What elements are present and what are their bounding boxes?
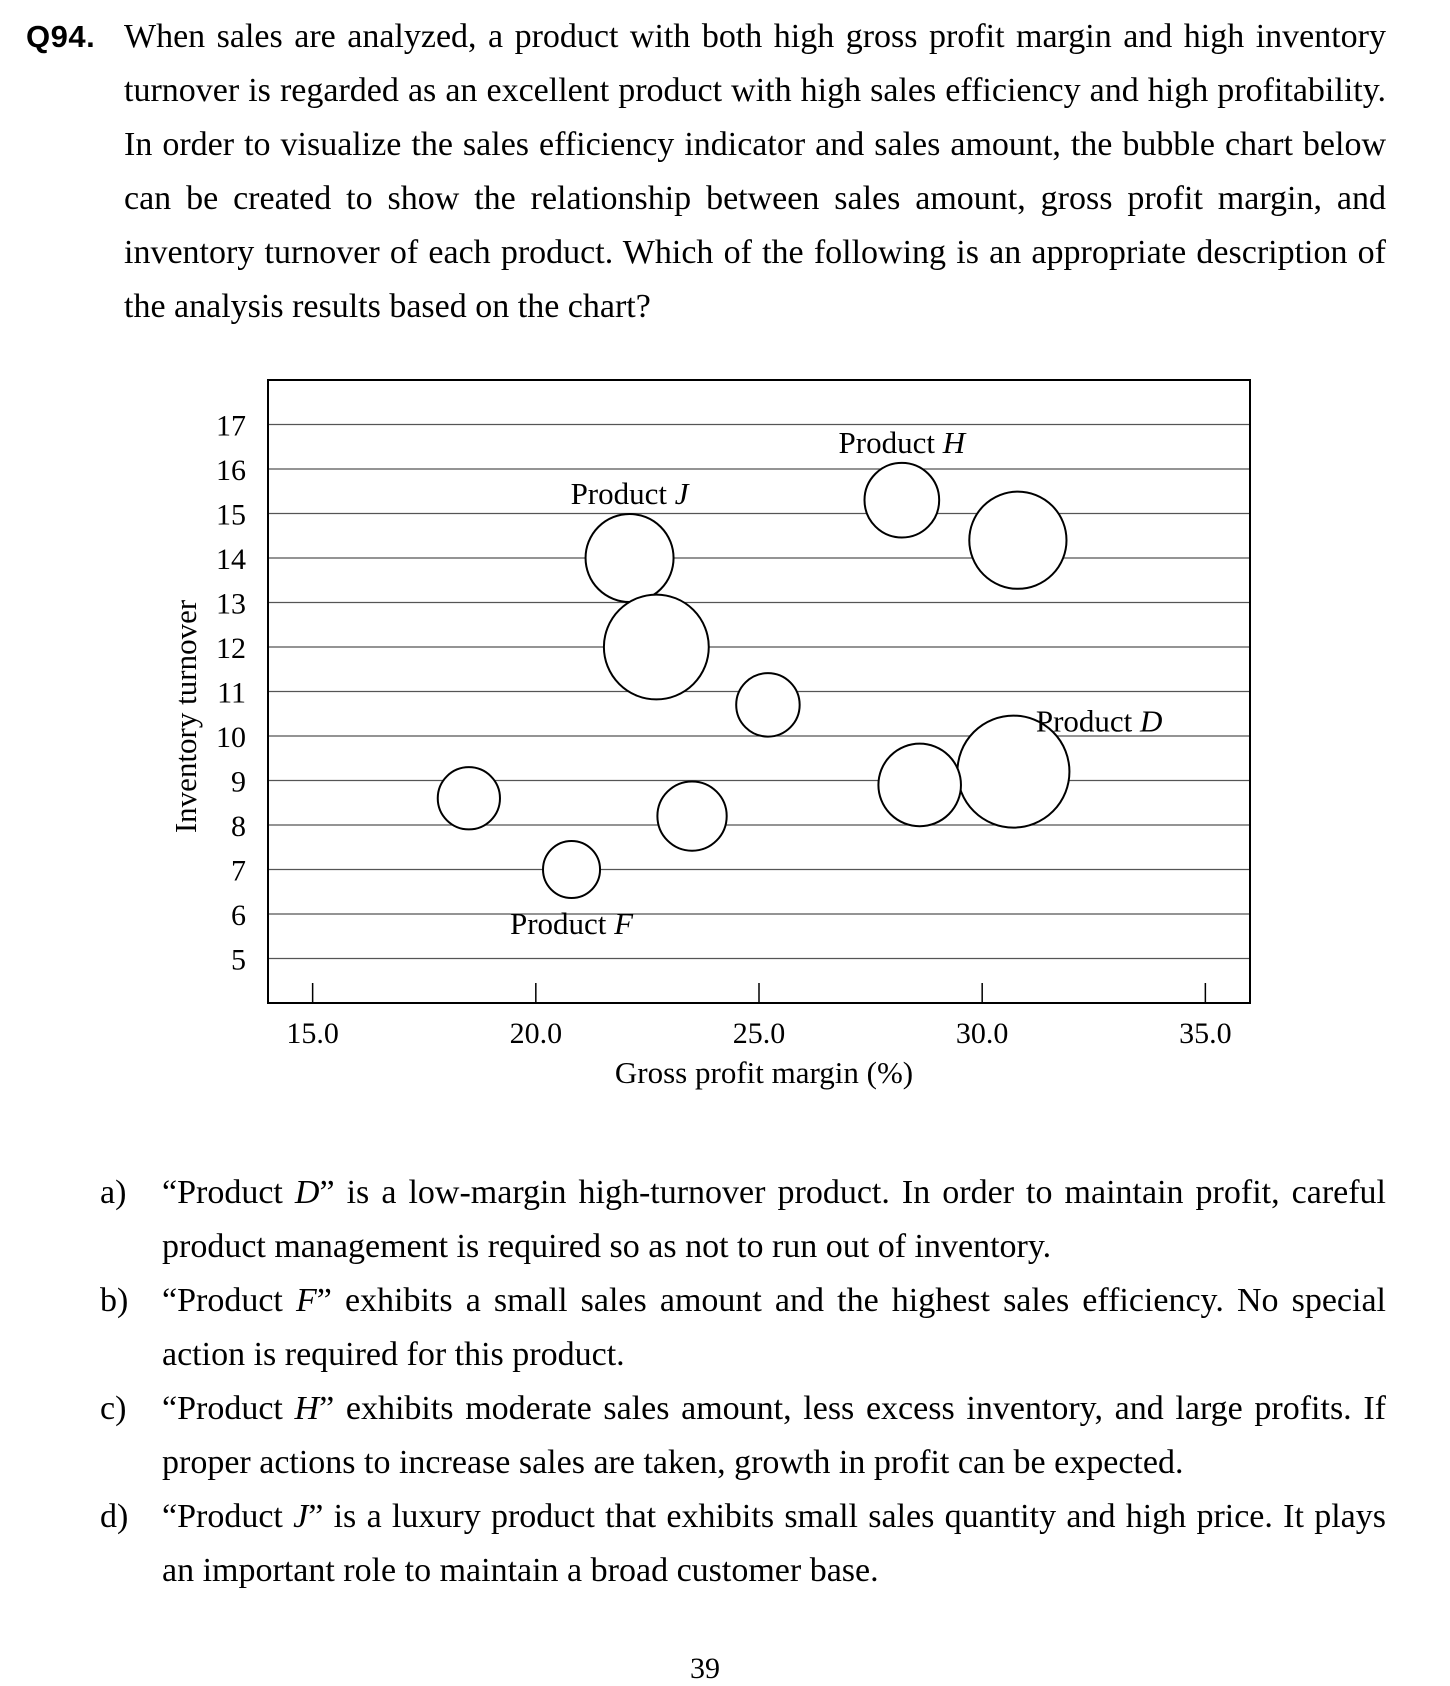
bubble: [968, 490, 1068, 590]
y-tick-label: 13: [216, 588, 246, 621]
y-tick-label: 12: [216, 632, 246, 665]
y-tick-label: 6: [231, 899, 246, 932]
x-tick-label: 35.0: [1179, 1017, 1232, 1050]
bubble: [602, 593, 710, 701]
product-label: Product F: [510, 906, 634, 941]
option-text: “Product J” is a luxury product that exh…: [162, 1498, 1386, 1589]
question-block: Q94. When sales are analyzed, a product …: [26, 10, 1386, 334]
x-tick-label: 15.0: [286, 1017, 339, 1050]
y-tick-label: 5: [231, 944, 246, 977]
option-text: “Product H” exhibits moderate sales amou…: [162, 1390, 1387, 1481]
bubble-chart: 5 6 7 8 9 10 11 12 13 14 15 16 17 15.0 20.0 25.0 30.0 35…: [168, 379, 1251, 1090]
option-letter: d): [100, 1498, 129, 1535]
option-c[interactable]: c) “Product H” exhibits moderate sales a…: [100, 1382, 1386, 1490]
bubble: [656, 780, 728, 852]
x-tick-label: 30.0: [956, 1017, 1009, 1050]
plot-area-frame: [267, 379, 1251, 1004]
bubble-chart-container: 5 6 7 8 9 10 11 12 13 14 15 16 17 15.0 20.0 25.0 30.0 35…: [0, 360, 1450, 1100]
option-b[interactable]: b) “Product F” exhibits a small sales am…: [100, 1274, 1386, 1382]
y-tick-label: 10: [216, 721, 246, 754]
option-text: “Product F” exhibits a small sales amoun…: [162, 1282, 1387, 1373]
x-axis-title: Gross profit margin (%): [615, 1055, 913, 1090]
y-tick-label: 8: [231, 810, 246, 843]
y-tick-label: 11: [217, 677, 246, 710]
option-d[interactable]: d) “Product J” is a luxury product that …: [100, 1490, 1386, 1598]
y-tick-label: 16: [216, 454, 246, 487]
bubble: [863, 461, 941, 539]
bubble: [877, 742, 962, 828]
option-text: “Product D” is a low-margin high-turnove…: [162, 1174, 1386, 1265]
product-label: Product D: [1036, 704, 1163, 739]
option-a[interactable]: a) “Product D” is a low-margin high-turn…: [100, 1166, 1386, 1274]
option-letter: a): [100, 1174, 127, 1211]
y-axis-title: Inventory turnover: [168, 599, 203, 833]
bubble: [735, 672, 801, 738]
option-letter: b): [100, 1282, 129, 1319]
answer-options: a) “Product D” is a low-margin high-turn…: [100, 1166, 1386, 1598]
question-number: Q94.: [26, 19, 96, 54]
y-tick-label: 9: [231, 766, 246, 799]
bubble: [542, 839, 602, 900]
y-tick-label: 15: [216, 499, 246, 532]
bubble: [584, 513, 675, 603]
y-tick-label: 7: [231, 855, 246, 888]
x-tick-label: 20.0: [510, 1017, 563, 1050]
y-tick-label: 14: [216, 543, 246, 576]
question-text: When sales are analyzed, a product with …: [124, 18, 1386, 325]
x-tick-label: 25.0: [733, 1017, 786, 1050]
product-label: Product J: [571, 476, 690, 511]
product-label: Product H: [839, 425, 967, 460]
page-number: 39: [690, 1652, 720, 1685]
y-tick-label: 17: [216, 410, 246, 443]
option-letter: c): [100, 1390, 127, 1427]
bubble: [436, 766, 501, 831]
